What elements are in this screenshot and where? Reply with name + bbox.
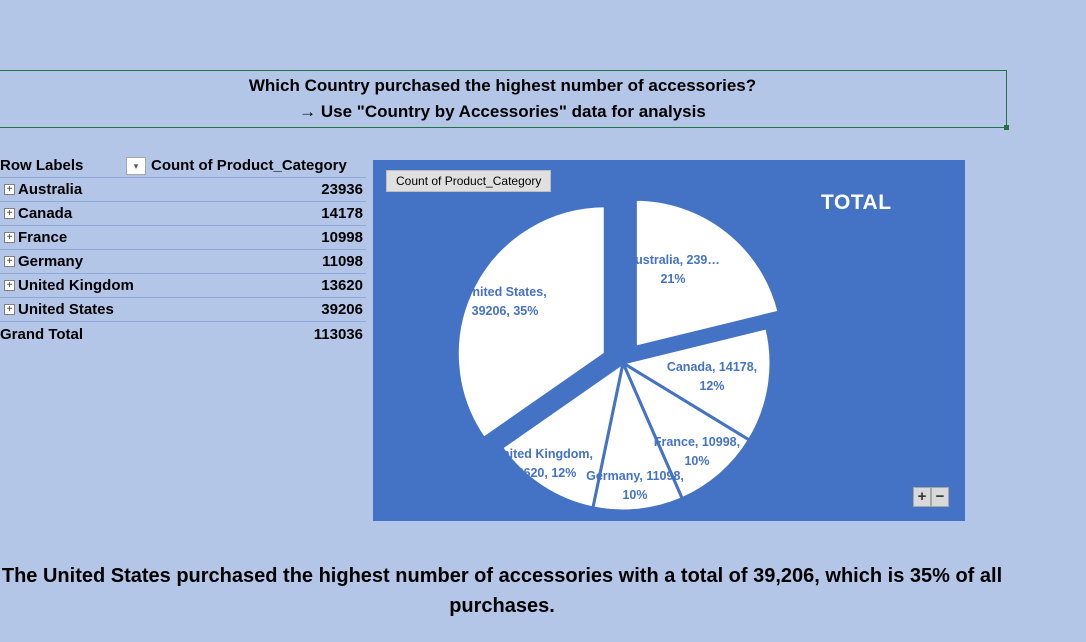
pivot-row-value: 11098 <box>322 253 363 270</box>
row-labels-filter-dropdown[interactable]: ▾ <box>126 157 146 175</box>
pivot-row-label: + Germany <box>0 253 83 270</box>
data-label-united-kingdom: 13620, 12% <box>510 466 577 480</box>
pie-chart[interactable]: Australia, 239… 21% Canada, 14178, 12% Franc… <box>373 160 965 521</box>
pivot-row-value: 10998 <box>321 229 363 246</box>
country-name: Germany <box>18 253 84 270</box>
pivot-row-value: 23936 <box>321 181 363 198</box>
pivot-row-label: + United States <box>0 301 114 318</box>
country-name: Canada <box>18 205 73 222</box>
chart-title: TOTAL <box>821 191 892 214</box>
pivot-row[interactable]: + United Kingdom 13620 <box>0 274 366 298</box>
pivot-row-label: + France <box>0 229 67 246</box>
data-label-france: 10% <box>684 454 709 468</box>
data-label-germany: 10% <box>622 488 647 502</box>
pivot-row-value: 13620 <box>321 277 363 294</box>
chart-field-button[interactable]: Count of Product_Category <box>386 170 552 192</box>
pivot-row[interactable]: + Canada 14178 <box>0 202 366 226</box>
pivot-row[interactable]: + Germany 11098 <box>0 250 366 274</box>
pie-slice-united-kingdom[interactable] <box>499 359 626 510</box>
conclusion-line-1: The United States purchased the highest … <box>1 565 1003 587</box>
data-label-united-states: United States, <box>463 285 546 299</box>
pivot-row[interactable]: + Australia 23936 <box>0 178 366 202</box>
data-label-australia: Australia, 239… <box>626 253 720 267</box>
pivot-row-label: + Canada <box>0 205 72 222</box>
pie-slice-australia[interactable] <box>633 197 781 350</box>
pivot-row[interactable]: + United States 39206 <box>0 298 366 322</box>
pivot-row[interactable]: + France 10998 <box>0 226 366 250</box>
pie-chart-plot: Australia, 239… 21% Canada, 14178, 12% Franc… <box>455 197 781 513</box>
pivot-header-row: Row Labels ▾ Count of Product_Category <box>0 154 366 178</box>
conclusion-line-2: purchases. <box>449 595 555 617</box>
expand-icon[interactable]: + <box>4 232 15 243</box>
country-name: United States <box>18 301 114 318</box>
data-label-france: France, 10998, <box>654 435 740 449</box>
country-name: Australia <box>18 181 83 198</box>
zoom-out-button[interactable]: − <box>931 487 949 507</box>
row-labels-header: Row Labels <box>0 157 84 174</box>
pie-slice-canada[interactable] <box>619 325 773 443</box>
question-line-1: Which Country purchased the highest numb… <box>248 76 757 95</box>
selection-handle[interactable] <box>1004 125 1009 130</box>
data-label-australia: 21% <box>660 272 685 286</box>
pivot-row-value: 14178 <box>321 205 363 222</box>
pivot-row-label: + United Kingdom <box>0 277 134 294</box>
expand-icon[interactable]: + <box>4 184 15 195</box>
data-label-united-states: 39206, 35% <box>472 304 539 318</box>
conclusion-text: The United States purchased the highest … <box>0 561 1004 621</box>
pivot-table: Row Labels ▾ Count of Product_Category +… <box>0 154 366 346</box>
pie-slice-united-states[interactable] <box>455 204 607 441</box>
data-label-canada: 12% <box>699 379 724 393</box>
values-header: Count of Product_Category <box>151 157 347 174</box>
country-name: France <box>18 229 68 246</box>
grand-total-value: 113036 <box>313 325 363 343</box>
pivot-row-label: + Australia <box>0 181 82 198</box>
expand-icon[interactable]: + <box>4 208 15 219</box>
expand-icon[interactable]: + <box>4 280 15 291</box>
pie-slice-france[interactable] <box>619 359 752 501</box>
data-label-germany: Germany, 11098, <box>586 469 684 483</box>
grand-total-label: Grand Total <box>0 325 84 343</box>
chart-zoom-controls: + − <box>913 487 949 507</box>
pivot-row-value: 39206 <box>321 301 363 318</box>
expand-icon[interactable]: + <box>4 304 15 315</box>
data-label-canada: Canada, 14178, <box>667 360 757 374</box>
expand-icon[interactable]: + <box>4 256 15 267</box>
pie-slice-germany[interactable] <box>591 358 685 513</box>
zoom-in-button[interactable]: + <box>913 487 931 507</box>
question-box[interactable]: Which Country purchased the highest numb… <box>0 70 1009 130</box>
data-label-united-kingdom: United Kingdom, <box>493 447 593 461</box>
question-line-2: → Use "Country by Accessories" data for … <box>299 102 706 121</box>
country-name: United Kingdom <box>18 277 134 294</box>
grand-total-row: Grand Total 113036 <box>0 322 366 346</box>
